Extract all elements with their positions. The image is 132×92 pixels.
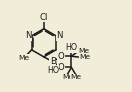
Text: Me: Me — [78, 48, 89, 54]
Text: HO: HO — [65, 43, 77, 52]
Text: HO: HO — [47, 66, 59, 75]
Text: Me: Me — [70, 74, 81, 80]
Text: B: B — [50, 57, 56, 66]
Text: Me: Me — [62, 74, 73, 80]
Text: O: O — [58, 63, 64, 72]
Text: N: N — [56, 31, 62, 40]
Text: Me: Me — [18, 55, 29, 61]
Text: Me: Me — [79, 54, 90, 60]
Text: O: O — [58, 52, 64, 61]
Text: Cl: Cl — [40, 13, 48, 22]
Text: N: N — [25, 31, 32, 40]
